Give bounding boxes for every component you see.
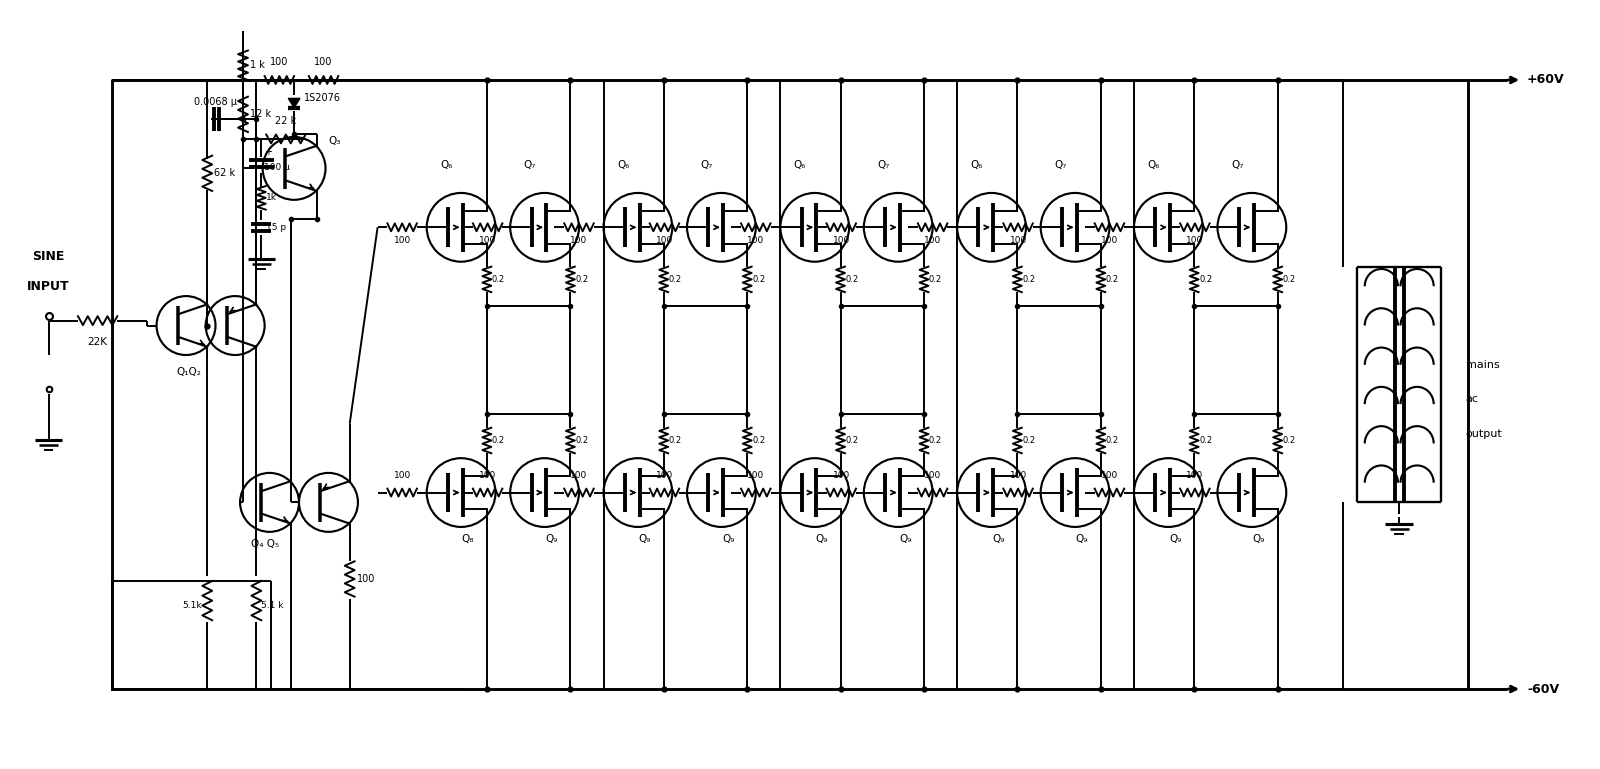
Text: 100: 100 <box>747 471 765 480</box>
Text: Q₆: Q₆ <box>971 161 982 171</box>
Text: Q₇: Q₇ <box>1230 161 1243 171</box>
Text: 100: 100 <box>270 57 288 67</box>
Text: Q₉: Q₉ <box>546 534 558 544</box>
Text: +60V: +60V <box>1526 74 1565 86</box>
Text: 0.2: 0.2 <box>930 275 942 284</box>
Text: 22K: 22K <box>88 338 107 348</box>
Text: output: output <box>1466 428 1502 438</box>
Text: 100: 100 <box>394 471 411 480</box>
Text: 22 k: 22 k <box>275 116 296 126</box>
Text: 1k: 1k <box>266 193 277 202</box>
Text: 0.2: 0.2 <box>1106 275 1118 284</box>
Text: Q₉: Q₉ <box>992 534 1005 544</box>
Text: Q₆: Q₆ <box>794 161 806 171</box>
Text: Q₃: Q₃ <box>328 136 341 146</box>
Text: 0.2: 0.2 <box>752 436 765 445</box>
Text: 0.2: 0.2 <box>1198 436 1213 445</box>
Text: 100: 100 <box>656 471 674 480</box>
Text: 0.2: 0.2 <box>1283 436 1296 445</box>
Text: 100: 100 <box>1010 236 1027 245</box>
Text: 1 k: 1 k <box>250 60 264 70</box>
Text: 0.2: 0.2 <box>845 275 859 284</box>
Text: Q₆: Q₆ <box>440 161 453 171</box>
Text: Q₉: Q₉ <box>722 534 734 544</box>
Text: 0.2: 0.2 <box>1106 436 1118 445</box>
Text: Q₈: Q₈ <box>462 534 474 544</box>
Text: 0.2: 0.2 <box>752 275 765 284</box>
Text: 100: 100 <box>747 236 765 245</box>
Text: 100: 100 <box>1186 471 1203 480</box>
Text: 12 k: 12 k <box>250 109 270 119</box>
Text: Q₉: Q₉ <box>638 534 651 544</box>
Text: 100: 100 <box>478 471 496 480</box>
Text: 0.2: 0.2 <box>1198 275 1213 284</box>
Text: 0.2: 0.2 <box>669 275 682 284</box>
Text: 0.2: 0.2 <box>845 436 859 445</box>
Text: 100: 100 <box>1101 471 1118 480</box>
Text: 100: 100 <box>1010 471 1027 480</box>
Text: 100: 100 <box>923 236 941 245</box>
Text: 100: 100 <box>357 574 374 584</box>
Text: SINE: SINE <box>32 250 64 263</box>
Text: 100: 100 <box>394 236 411 245</box>
Text: -60V: -60V <box>1526 683 1558 695</box>
Text: 100: 100 <box>570 471 587 480</box>
Text: 1S2076: 1S2076 <box>304 92 341 102</box>
Text: Q₆: Q₆ <box>618 161 629 171</box>
Text: Q₇: Q₇ <box>701 161 714 171</box>
Text: 100: 100 <box>1186 236 1203 245</box>
Text: 0.0068 μ: 0.0068 μ <box>194 98 237 108</box>
Text: 100: 100 <box>570 236 587 245</box>
Text: 0.2: 0.2 <box>1022 436 1035 445</box>
Text: 100: 100 <box>314 57 333 67</box>
Text: Q₉: Q₉ <box>1075 534 1088 544</box>
Text: 100: 100 <box>1101 236 1118 245</box>
Text: 0.2: 0.2 <box>491 436 506 445</box>
Text: Q₄ Q₅: Q₄ Q₅ <box>251 538 278 548</box>
Text: 5.1 k: 5.1 k <box>261 601 283 610</box>
Text: 100: 100 <box>478 236 496 245</box>
Text: INPUT: INPUT <box>27 280 70 293</box>
Text: +: + <box>264 147 272 157</box>
Text: Q₁Q₂: Q₁Q₂ <box>176 367 202 377</box>
Text: mains: mains <box>1466 360 1499 370</box>
Text: Q₉: Q₉ <box>1253 534 1266 544</box>
Text: Q₇: Q₇ <box>523 161 536 171</box>
Text: 0.2: 0.2 <box>491 275 506 284</box>
Text: Q₇: Q₇ <box>877 161 890 171</box>
Text: 0.2: 0.2 <box>1022 275 1035 284</box>
Text: 100: 100 <box>832 471 850 480</box>
Text: 0.2: 0.2 <box>930 436 942 445</box>
Text: 0.2: 0.2 <box>1283 275 1296 284</box>
Text: 100 μ: 100 μ <box>264 163 290 172</box>
Text: 0.2: 0.2 <box>669 436 682 445</box>
Text: Q₆: Q₆ <box>1147 161 1160 171</box>
Text: 0.2: 0.2 <box>576 436 589 445</box>
Text: 15 p: 15 p <box>266 223 286 231</box>
Text: Q₉: Q₉ <box>816 534 827 544</box>
Polygon shape <box>288 98 299 108</box>
Text: 100: 100 <box>832 236 850 245</box>
Text: 100: 100 <box>923 471 941 480</box>
Text: 5.1k: 5.1k <box>182 601 202 610</box>
Text: Q₉: Q₉ <box>1170 534 1181 544</box>
Text: 62 k: 62 k <box>214 168 235 178</box>
Text: 100: 100 <box>656 236 674 245</box>
Text: Q₇: Q₇ <box>1054 161 1067 171</box>
Text: 0.2: 0.2 <box>576 275 589 284</box>
Text: ac: ac <box>1466 394 1478 404</box>
Text: Q₉: Q₉ <box>899 534 912 544</box>
